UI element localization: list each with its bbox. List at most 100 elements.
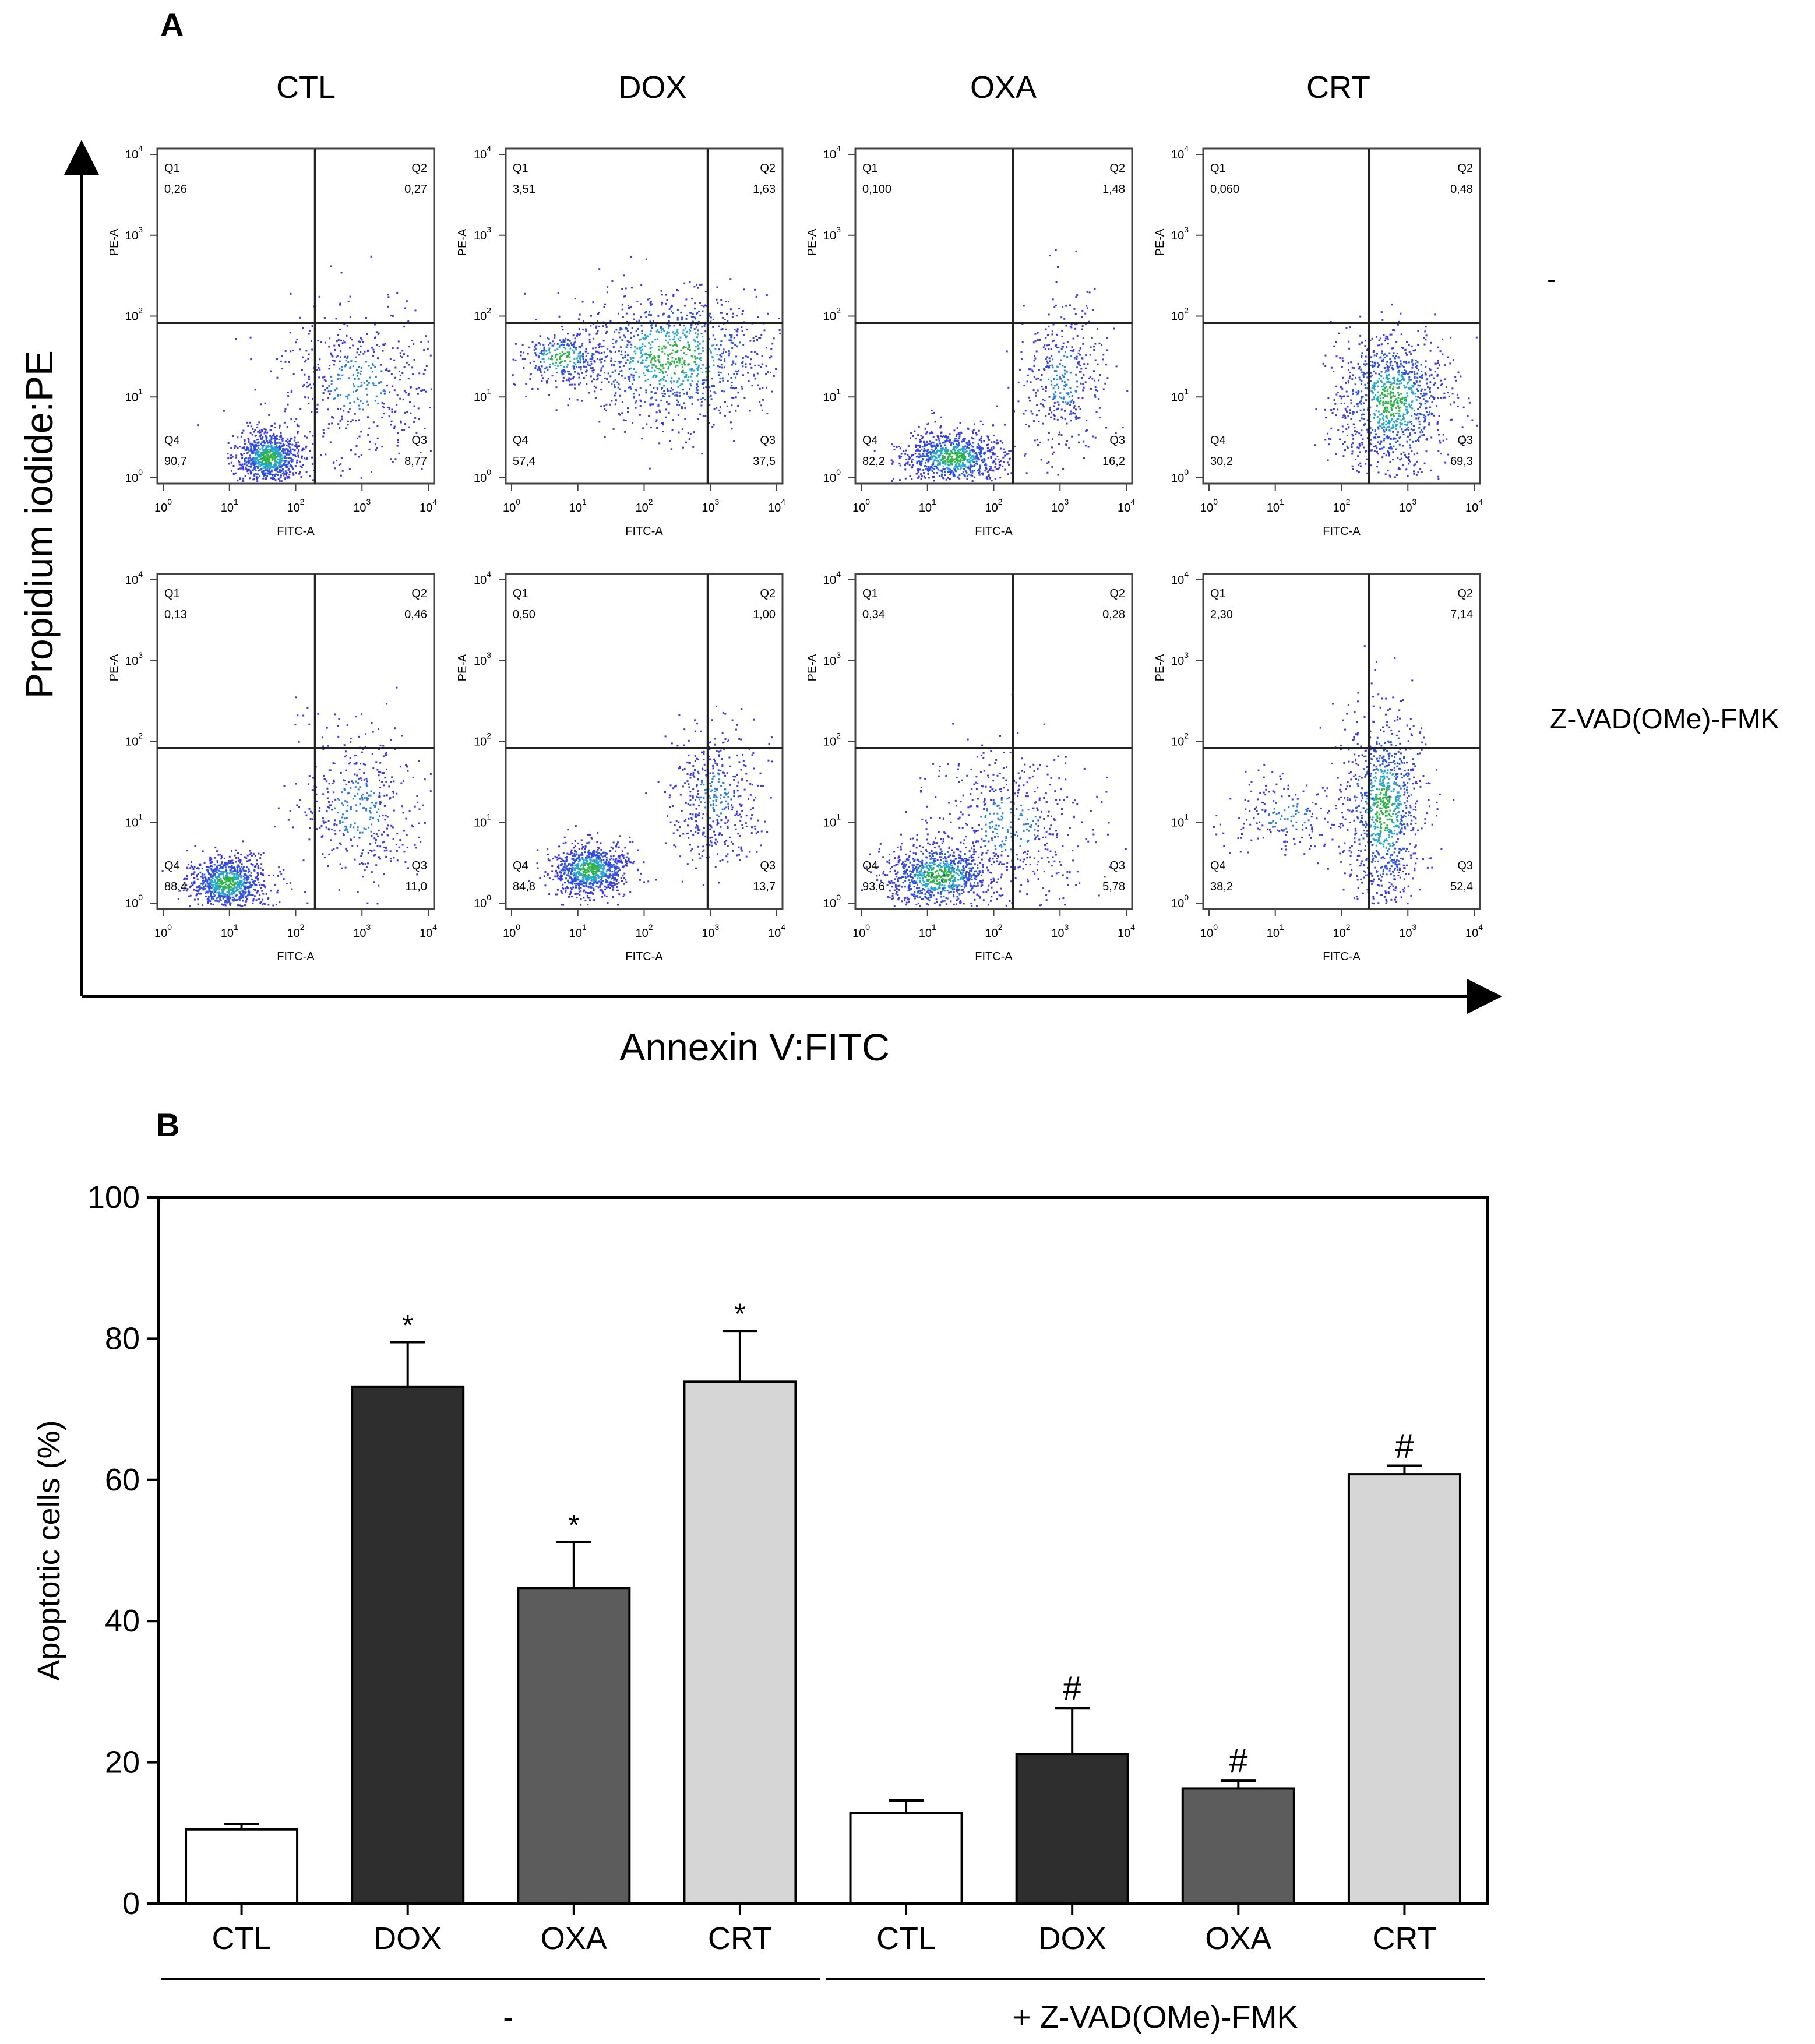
q1-label: Q1 bbox=[1210, 162, 1226, 175]
x-tick-label: DOX bbox=[373, 1921, 442, 1956]
y-tick-label: 104 bbox=[1171, 144, 1189, 161]
x-tick-label: 104 bbox=[420, 922, 437, 940]
y-tick-label: 102 bbox=[823, 731, 841, 749]
facs-plot-dox-row2: Q1 0,50 Q2 1,00 Q3 13,7 Q4 84,8 100 101 102 103 104 F… bbox=[456, 569, 785, 963]
x-tick-label: 100 bbox=[1200, 922, 1218, 940]
y-tick-label: 100 bbox=[125, 467, 143, 485]
facs-plot-grid: Q1 0,26 Q2 0,27 Q3 8,77 Q4 90,7 100 101 102 103 104 F… bbox=[108, 144, 1483, 963]
q1-label: Q1 bbox=[164, 587, 180, 600]
q1-label: Q1 bbox=[862, 162, 878, 175]
q3-value: 37,5 bbox=[753, 455, 776, 468]
y-tick-label: 102 bbox=[474, 731, 491, 749]
row-label-untreated: - bbox=[1547, 264, 1556, 295]
significance-marker: * bbox=[402, 1309, 413, 1341]
x-tick-label: 101 bbox=[919, 497, 936, 514]
y-tick-label: 100 bbox=[125, 893, 143, 910]
significance-marker: * bbox=[568, 1509, 579, 1541]
pe-axis-label: PE-A bbox=[108, 228, 121, 256]
q1-value: 0,100 bbox=[862, 183, 891, 196]
y-tick-label: 40 bbox=[105, 1604, 140, 1638]
x-tick-label: 100 bbox=[1200, 497, 1218, 514]
y-tick-label: 0 bbox=[122, 1886, 140, 1921]
fitc-axis-label: FITC-A bbox=[975, 525, 1013, 538]
q2-label: Q2 bbox=[411, 162, 427, 175]
bar-chart: 0 20 40 60 80 100 Apoptotic cells (%) CTL * DOX * O… bbox=[31, 1180, 1489, 2035]
plot-frame bbox=[1202, 573, 1481, 910]
fitc-axis-label: FITC-A bbox=[975, 950, 1013, 963]
y-tick-label: 104 bbox=[823, 144, 841, 161]
q3-label: Q3 bbox=[411, 859, 427, 872]
y-tick-label: 100 bbox=[823, 893, 841, 910]
q1-value: 3,51 bbox=[513, 183, 535, 196]
x-tick-label: 101 bbox=[569, 922, 587, 940]
x-tick-label: 100 bbox=[154, 497, 172, 514]
q1-value: 2,30 bbox=[1210, 608, 1233, 621]
x-axis-title: Annexin V:FITC bbox=[619, 1025, 889, 1069]
y-tick-label: 104 bbox=[823, 569, 841, 587]
q3-label: Q3 bbox=[411, 434, 427, 447]
q3-value: 69,3 bbox=[1450, 455, 1473, 468]
x-tick-label: 104 bbox=[420, 497, 437, 514]
y-tick-label: 102 bbox=[1171, 731, 1189, 749]
q3-label: Q3 bbox=[1457, 434, 1473, 447]
y-tick-label: 103 bbox=[474, 225, 491, 242]
significance-marker: * bbox=[734, 1298, 745, 1330]
x-tick-label: CTL bbox=[212, 1921, 272, 1956]
y-tick-label: 20 bbox=[105, 1745, 140, 1780]
x-tick-label: 102 bbox=[635, 497, 653, 514]
x-tick-label: 102 bbox=[1333, 922, 1350, 940]
pe-axis-label: PE-A bbox=[1154, 228, 1166, 256]
q2-value: 0,46 bbox=[404, 608, 427, 621]
y-tick-label: 101 bbox=[1171, 386, 1189, 404]
pe-axis-label: PE-A bbox=[456, 654, 469, 681]
y-tick-label: 101 bbox=[474, 386, 491, 404]
q3-value: 11,0 bbox=[406, 880, 427, 893]
y-tick-label: 101 bbox=[125, 386, 143, 404]
x-tick-label: 102 bbox=[985, 497, 1002, 514]
column-label-ctl: CTL bbox=[276, 70, 336, 105]
y-tick-label: 101 bbox=[474, 812, 491, 829]
q2-value: 0,27 bbox=[404, 183, 427, 196]
bar-crt-untreated bbox=[683, 1380, 797, 1905]
q4-label: Q4 bbox=[164, 859, 180, 872]
x-tick-label: 100 bbox=[503, 497, 520, 514]
y-tick-label: 100 bbox=[474, 467, 491, 485]
bar-dox-zvad bbox=[1015, 1753, 1129, 1905]
x-tick-label: 102 bbox=[1333, 497, 1350, 514]
q1-label: Q1 bbox=[862, 587, 878, 600]
q2-value: 0,28 bbox=[1102, 608, 1125, 621]
plot-frame bbox=[505, 147, 784, 485]
y-tick-label: 104 bbox=[125, 144, 143, 161]
q3-label: Q3 bbox=[760, 859, 776, 872]
x-tick-label: 100 bbox=[852, 922, 870, 940]
y-tick-label: 102 bbox=[125, 306, 143, 323]
x-tick-label: 103 bbox=[353, 497, 371, 514]
q4-label: Q4 bbox=[1210, 434, 1226, 447]
bar-oxa-zvad bbox=[1181, 1787, 1295, 1905]
y-tick-label: 100 bbox=[87, 1180, 140, 1215]
y-tick-label: 104 bbox=[125, 569, 143, 587]
q2-label: Q2 bbox=[760, 162, 776, 175]
q2-label: Q2 bbox=[760, 587, 776, 600]
y-tick-label: 102 bbox=[125, 731, 143, 749]
x-tick-label: CTL bbox=[876, 1921, 936, 1956]
x-tick-label: CRT bbox=[1372, 1921, 1436, 1956]
bar-crt-zvad bbox=[1347, 1473, 1461, 1905]
facs-plot-oxa-row2: Q1 0,34 Q2 0,28 Q3 5,78 Q4 93,6 100 101 102 103 104 F… bbox=[806, 569, 1135, 963]
x-tick-label: 103 bbox=[702, 497, 719, 514]
q3-value: 13,7 bbox=[753, 880, 776, 893]
y-tick-label: 101 bbox=[823, 812, 841, 829]
pe-axis-label: PE-A bbox=[806, 228, 819, 256]
pe-axis-label: PE-A bbox=[806, 654, 819, 681]
q4-label: Q4 bbox=[513, 859, 528, 872]
y-tick-label: 100 bbox=[1171, 893, 1189, 910]
q4-value: 90,7 bbox=[164, 455, 187, 468]
q2-label: Q2 bbox=[1109, 587, 1125, 600]
significance-marker: # bbox=[1063, 1669, 1081, 1707]
q3-value: 8,77 bbox=[404, 455, 427, 468]
fitc-axis-label: FITC-A bbox=[1323, 950, 1361, 963]
y-axis-title: Propidium iodide:PE bbox=[17, 350, 61, 699]
pe-axis-label: PE-A bbox=[108, 654, 121, 681]
q1-value: 0,26 bbox=[164, 183, 187, 196]
